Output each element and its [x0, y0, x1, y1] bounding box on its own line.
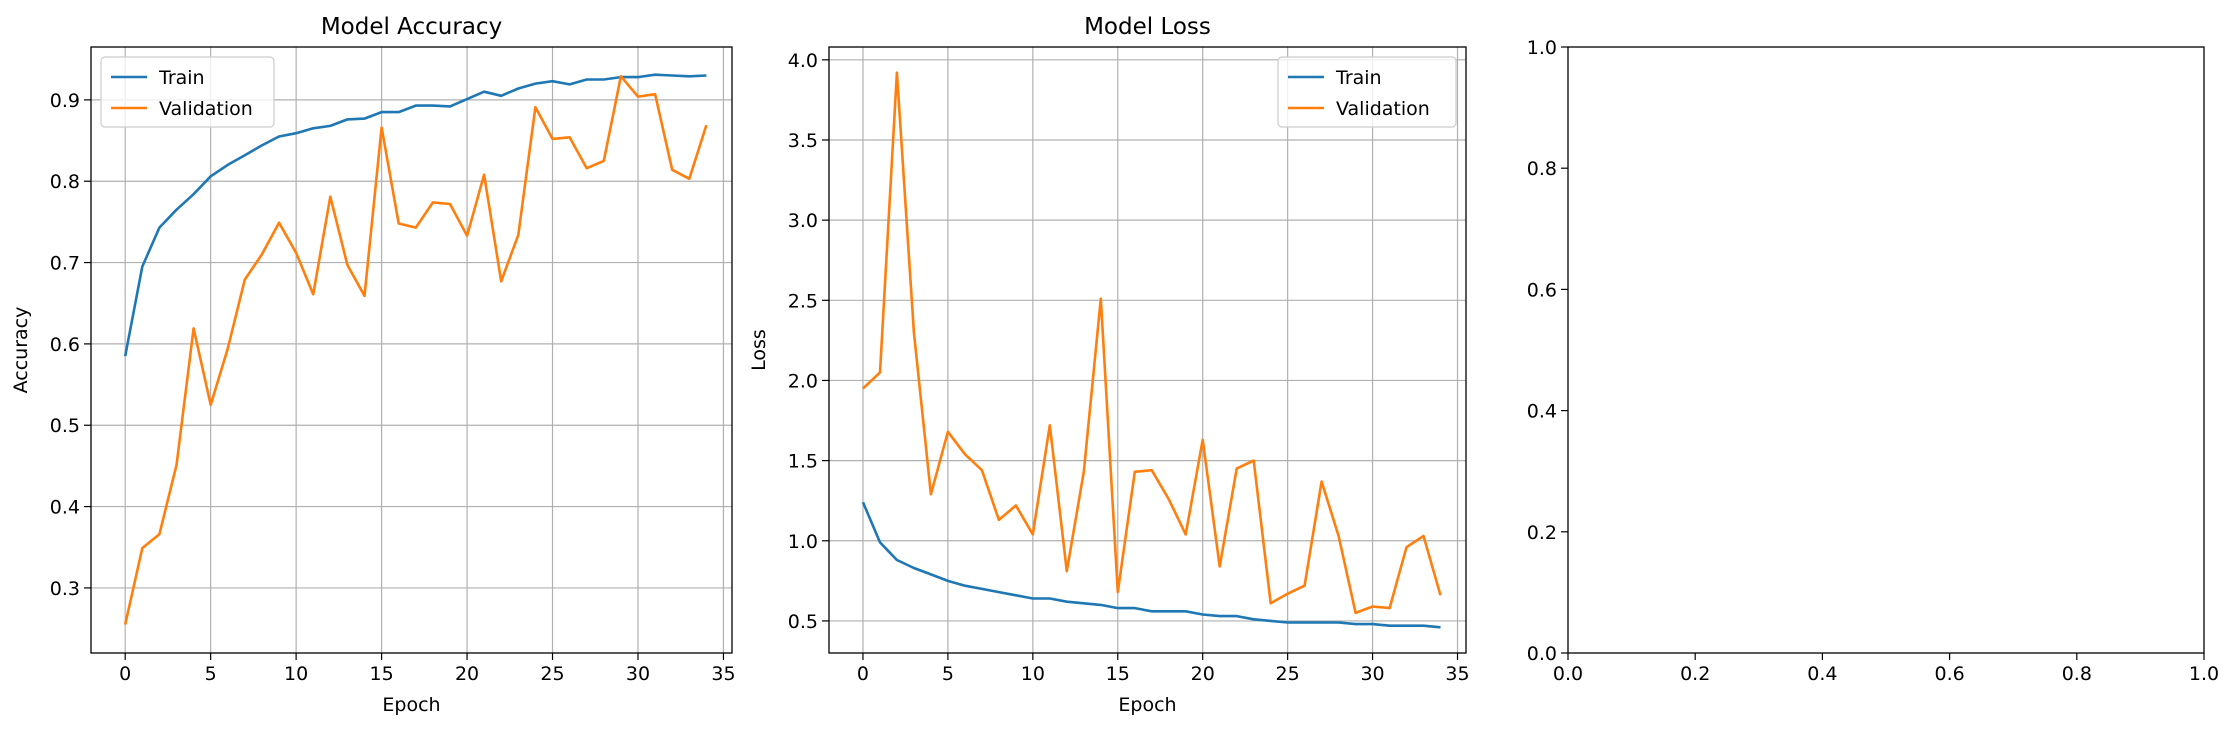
x-tick-label: 25 — [540, 663, 564, 685]
x-tick-label: 30 — [626, 663, 650, 685]
y-tick-label: 0.5 — [788, 611, 818, 633]
x-tick-label: 30 — [1360, 663, 1384, 685]
y-axis-label: Accuracy — [10, 307, 32, 394]
y-tick-label: 0.3 — [50, 578, 80, 600]
x-axis-label: Epoch — [1118, 694, 1176, 716]
x-tick-label: 0.8 — [2062, 663, 2092, 685]
legend: Train Validation — [1277, 56, 1457, 128]
x-tick-label: 5 — [942, 663, 954, 685]
y-tick-label: 1.5 — [788, 451, 818, 473]
y-tick-label: 1.0 — [788, 531, 818, 553]
x-axis-label: Epoch — [382, 694, 440, 716]
y-tick-label: 0.4 — [50, 497, 80, 519]
x-tick-label: 10 — [284, 663, 308, 685]
plot-frame — [90, 46, 733, 654]
legend-box — [100, 56, 275, 128]
x-tick-label: 5 — [205, 663, 217, 685]
chart-title: Model Loss — [1084, 14, 1211, 40]
legend-box — [1277, 56, 1457, 128]
x-tick-label: 0.4 — [1807, 663, 1837, 685]
y-tick-label: 0.8 — [1527, 158, 1557, 180]
x-tick-label: 0.0 — [1553, 663, 1583, 685]
x-tick-label: 15 — [1106, 663, 1130, 685]
x-tick-label: 0.2 — [1680, 663, 1710, 685]
y-tick-label: 1.0 — [1527, 37, 1557, 59]
x-tick-label: 25 — [1276, 663, 1300, 685]
x-tick-label: 15 — [369, 663, 393, 685]
legend-label: Train — [1335, 67, 1382, 89]
x-tick-label: 1.0 — [2189, 663, 2219, 685]
y-tick-label: 0.6 — [1527, 279, 1557, 301]
y-tick-label: 4.0 — [788, 50, 818, 72]
y-tick-label: 0.7 — [50, 253, 80, 275]
legend: Train Validation — [100, 56, 275, 128]
y-tick-label: 0.5 — [50, 415, 80, 437]
chart-title: Model Accuracy — [321, 14, 502, 40]
y-tick-label: 3.5 — [788, 130, 818, 152]
x-tick-label: 20 — [455, 663, 479, 685]
series-line-validation — [123, 75, 708, 625]
x-tick-label: 20 — [1191, 663, 1215, 685]
legend-label: Validation — [1336, 98, 1430, 120]
x-tick-label: 0 — [857, 663, 869, 685]
loss-chart: 0 5 10 15 20 25 30 35 0.5 1.0 1.5 2.0 2.5 3.0 3.5 4.0 Mo… — [748, 14, 1470, 716]
x-tick-label: 0.6 — [1934, 663, 1964, 685]
y-tick-label: 0.6 — [50, 334, 80, 356]
y-tick-label: 2.5 — [788, 290, 818, 312]
plot-frame — [1567, 46, 2205, 654]
x-tick-label: 0 — [119, 663, 131, 685]
y-tick-label: 3.0 — [788, 210, 818, 232]
empty-chart: 0.0 0.2 0.4 0.6 0.8 1.0 0.0 0.2 0.4 0.6 0.8 1.0 — [1527, 37, 2219, 685]
x-tick-label: 35 — [711, 663, 735, 685]
y-tick-label: 0.8 — [50, 171, 80, 193]
y-tick-label: 0.9 — [50, 90, 80, 112]
series-line-validation — [862, 71, 1442, 615]
x-tick-label: 35 — [1445, 663, 1469, 685]
series-line-train — [123, 73, 707, 357]
y-tick-label: 0.2 — [1527, 522, 1557, 544]
y-tick-label: 0.4 — [1527, 401, 1557, 423]
legend-label: Train — [158, 67, 205, 89]
y-axis-label: Loss — [748, 329, 770, 371]
plot-frame — [828, 46, 1467, 654]
accuracy-chart: 0 5 10 15 20 25 30 35 0.3 0.4 0.5 0.6 0.7 0.8 0.9 Model… — [10, 14, 736, 716]
x-tick-label: 10 — [1021, 663, 1045, 685]
y-tick-label: 2.0 — [788, 370, 818, 392]
series-line-train — [861, 501, 1441, 629]
legend-label: Validation — [159, 98, 253, 120]
y-tick-label: 0.0 — [1527, 643, 1557, 665]
